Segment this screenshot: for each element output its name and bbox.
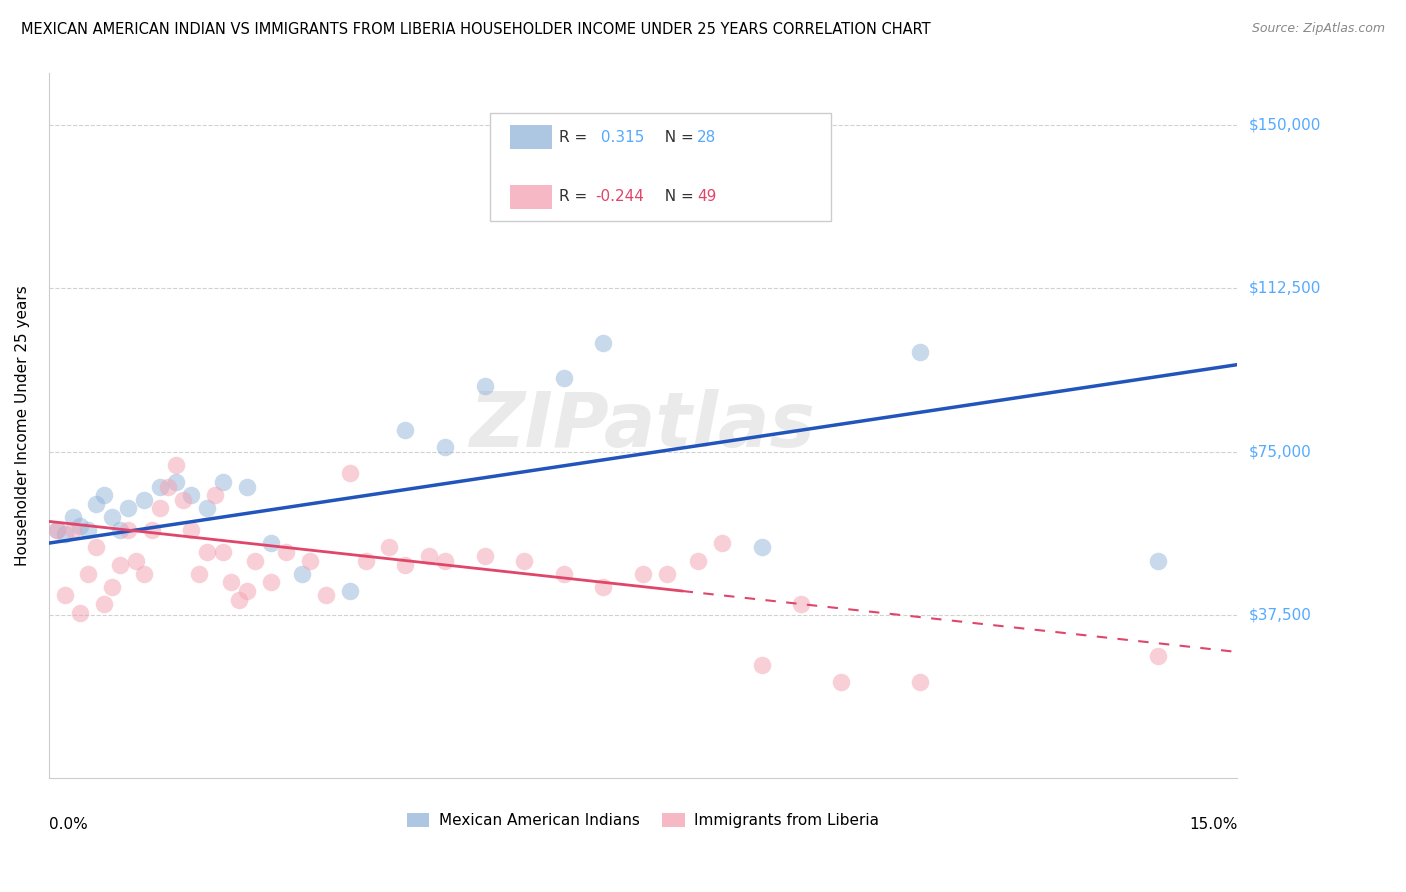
Point (592, 580, 614, 594)
Point (259, 536, 281, 550)
Point (830, 675, 852, 690)
Point (141, 523, 163, 537)
Point (69, 606, 91, 620)
Point (77, 523, 100, 537)
Point (165, 475, 187, 490)
Text: $112,500: $112,500 (1249, 281, 1320, 296)
Point (180, 523, 202, 537)
Point (751, 541, 773, 555)
Text: 0.0%: 0.0% (49, 817, 87, 832)
Point (53, 527, 76, 541)
Point (553, 566, 575, 581)
Point (101, 580, 124, 594)
Point (259, 575, 281, 590)
Text: $150,000: $150,000 (1249, 118, 1320, 133)
Point (125, 553, 148, 567)
Point (378, 541, 401, 555)
Point (631, 566, 654, 581)
Point (165, 458, 187, 472)
Text: ZIPatlas: ZIPatlas (470, 389, 815, 463)
Text: 49: 49 (697, 189, 716, 204)
Point (117, 523, 139, 537)
Point (418, 549, 440, 564)
Point (513, 553, 536, 567)
Text: MEXICAN AMERICAN INDIAN VS IMMIGRANTS FROM LIBERIA HOUSEHOLDER INCOME UNDER 25 Y: MEXICAN AMERICAN INDIAN VS IMMIGRANTS FR… (21, 22, 931, 37)
Point (394, 558, 416, 572)
Point (228, 592, 250, 607)
Point (354, 553, 377, 567)
Text: N =: N = (655, 189, 699, 204)
Point (790, 597, 813, 611)
Text: $75,000: $75,000 (1249, 444, 1310, 459)
Point (62, 510, 84, 524)
Point (751, 658, 773, 673)
Point (212, 475, 235, 490)
Text: $37,500: $37,500 (1249, 607, 1312, 623)
Point (149, 479, 172, 493)
Point (45, 523, 67, 537)
Point (132, 566, 155, 581)
Point (433, 441, 456, 455)
Point (156, 479, 179, 493)
Point (553, 370, 575, 384)
Text: 15.0%: 15.0% (1189, 817, 1237, 832)
Point (93, 488, 115, 502)
Point (236, 479, 259, 493)
Point (299, 553, 322, 567)
Point (655, 566, 678, 581)
Point (180, 488, 202, 502)
Point (188, 566, 211, 581)
Text: 0.315: 0.315 (596, 130, 644, 145)
Point (101, 510, 124, 524)
Point (45, 523, 67, 537)
Y-axis label: Householder Income Under 25 years: Householder Income Under 25 years (15, 285, 30, 566)
Point (688, 553, 710, 567)
Point (77, 566, 100, 581)
Text: R =: R = (560, 130, 592, 145)
Point (276, 545, 298, 559)
Point (53, 588, 76, 602)
Point (62, 523, 84, 537)
Point (93, 597, 115, 611)
Text: N =: N = (655, 130, 699, 145)
Point (195, 545, 218, 559)
Point (172, 492, 194, 507)
Point (204, 488, 226, 502)
Point (117, 501, 139, 516)
Point (291, 566, 314, 581)
Point (212, 545, 235, 559)
Point (69, 518, 91, 533)
Point (108, 523, 131, 537)
Point (592, 335, 614, 350)
Point (219, 575, 242, 590)
Point (394, 423, 416, 437)
Point (132, 492, 155, 507)
Text: -0.244: -0.244 (596, 189, 644, 204)
Text: 28: 28 (697, 130, 716, 145)
Point (236, 584, 259, 599)
Point (195, 501, 218, 516)
Point (315, 588, 337, 602)
Point (1147, 553, 1170, 567)
Point (1147, 649, 1170, 664)
Legend: Mexican American Indians, Immigrants from Liberia: Mexican American Indians, Immigrants fro… (401, 806, 886, 834)
Point (84, 541, 107, 555)
Point (910, 675, 932, 690)
Point (433, 553, 456, 567)
Point (711, 536, 734, 550)
Point (243, 553, 266, 567)
Point (108, 558, 131, 572)
Point (84, 497, 107, 511)
Point (474, 379, 496, 393)
Point (339, 467, 361, 481)
Text: Source: ZipAtlas.com: Source: ZipAtlas.com (1251, 22, 1385, 36)
Point (339, 584, 361, 599)
Point (149, 501, 172, 516)
Text: R =: R = (560, 189, 592, 204)
Point (910, 344, 932, 359)
Point (474, 549, 496, 564)
